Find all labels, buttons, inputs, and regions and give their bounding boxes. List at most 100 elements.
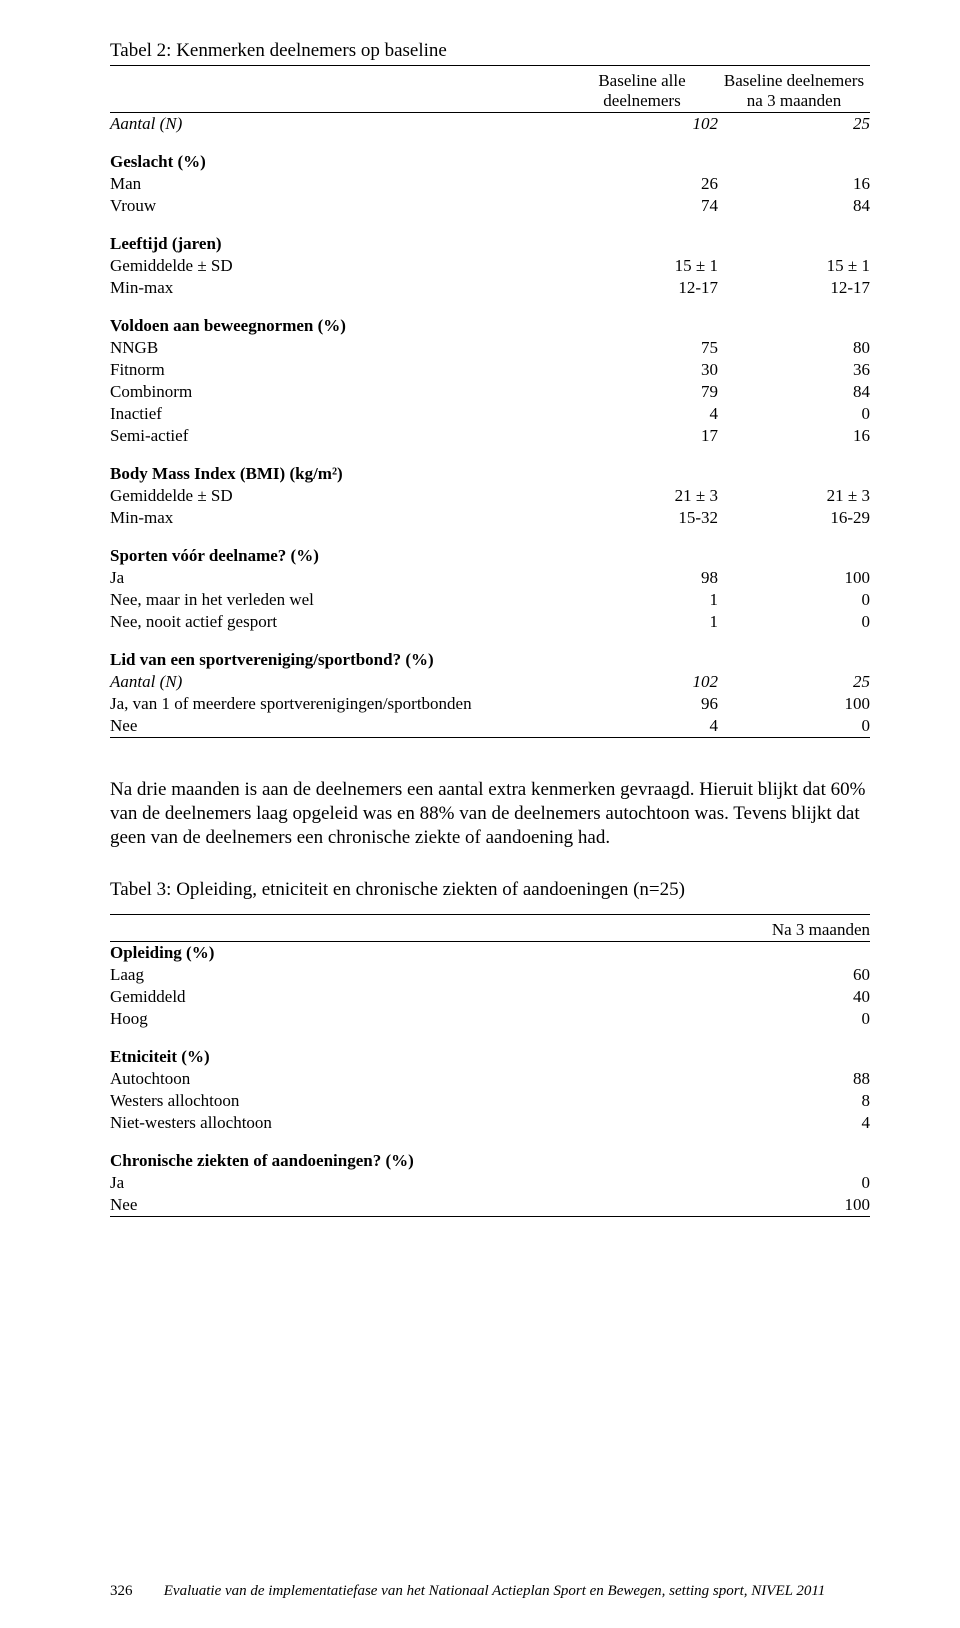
table-row: Nee100	[110, 1194, 870, 1216]
row-label: Laag	[110, 964, 718, 986]
row-value: 100	[718, 1194, 870, 1216]
row-value-1: 75	[566, 337, 718, 359]
row-value-2: 84	[718, 381, 870, 403]
table-row: Niet-westers allochtoon4	[110, 1112, 870, 1134]
table-row: Ja, van 1 of meerdere sportverenigingen/…	[110, 693, 870, 715]
table-row: Nee, maar in het verleden wel10	[110, 589, 870, 611]
row-value-2: 16	[718, 173, 870, 195]
row-label: Gemiddelde ± SD	[110, 255, 566, 277]
row-label: Nee	[110, 715, 566, 737]
row-value-2: 80	[718, 337, 870, 359]
row-value-1: 30	[566, 359, 718, 381]
table2: Baseline alle deelnemers Baseline deelne…	[110, 70, 870, 112]
row-value	[718, 1150, 870, 1172]
row-label: NNGB	[110, 337, 566, 359]
row-label: Inactief	[110, 403, 566, 425]
row-value-2: 12-17	[718, 277, 870, 299]
footer-page-number: 326	[110, 1583, 160, 1600]
row-label: Voldoen aan beweegnormen (%)	[110, 315, 566, 337]
table2-header-col1: Baseline alle deelnemers	[566, 70, 718, 112]
row-label: Man	[110, 173, 566, 195]
row-value-1: 17	[566, 425, 718, 447]
row-value-1: 26	[566, 173, 718, 195]
row-label: Body Mass Index (BMI) (kg/m²)	[110, 463, 566, 485]
table-row: Voldoen aan beweegnormen (%)	[110, 315, 870, 337]
row-value-2: 0	[718, 403, 870, 425]
table-row: Fitnorm3036	[110, 359, 870, 381]
table2-header-empty	[110, 70, 566, 112]
table-row: Nee, nooit actief gesport10	[110, 611, 870, 633]
row-value-1	[566, 545, 718, 567]
row-value-1: 98	[566, 567, 718, 589]
row-label: Ja	[110, 567, 566, 589]
table-row	[110, 633, 870, 649]
row-value-1: 12-17	[566, 277, 718, 299]
row-value-2	[718, 649, 870, 671]
row-value-1: 21 ± 3	[566, 485, 718, 507]
table-row	[110, 135, 870, 151]
row-value-2: 25	[718, 671, 870, 693]
row-label: Ja, van 1 of meerdere sportverenigingen/…	[110, 693, 566, 715]
table2-header-row: Baseline alle deelnemers Baseline deelne…	[110, 70, 870, 112]
table-row	[110, 1134, 870, 1150]
table-row: NNGB7580	[110, 337, 870, 359]
row-label: Fitnorm	[110, 359, 566, 381]
row-value-1: 4	[566, 403, 718, 425]
row-value-2	[718, 545, 870, 567]
table3-bottom-rule	[110, 1216, 870, 1217]
table2-body: Aantal (N)10225Geslacht (%)Man2616Vrouw7…	[110, 113, 870, 737]
table-row: Ja0	[110, 1172, 870, 1194]
table-row	[110, 447, 870, 463]
table2-bottom-rule	[110, 737, 870, 738]
row-value: 88	[718, 1068, 870, 1090]
table-row: Min-max12-1712-17	[110, 277, 870, 299]
table3-header: Na 3 maanden	[110, 919, 870, 941]
row-label: Aantal (N)	[110, 671, 566, 693]
table3-header-empty	[110, 919, 718, 941]
row-value-2: 16-29	[718, 507, 870, 529]
row-value-1	[566, 151, 718, 173]
table-row: Inactief40	[110, 403, 870, 425]
table-row: Aantal (N)10225	[110, 671, 870, 693]
table-row	[110, 529, 870, 545]
row-label: Gemiddeld	[110, 986, 718, 1008]
row-label: Aantal (N)	[110, 113, 566, 135]
row-value: 40	[718, 986, 870, 1008]
table2-header-col2: Baseline deelnemers na 3 maanden	[718, 70, 870, 112]
row-value: 4	[718, 1112, 870, 1134]
body-paragraph: Na drie maanden is aan de deelnemers een…	[110, 778, 870, 849]
row-value-1: 4	[566, 715, 718, 737]
table-row: Westers allochtoon8	[110, 1090, 870, 1112]
table-row: Autochtoon88	[110, 1068, 870, 1090]
row-value-2: 100	[718, 693, 870, 715]
table-row: Sporten vóór deelname? (%)	[110, 545, 870, 567]
row-value-2: 0	[718, 611, 870, 633]
row-value-2: 25	[718, 113, 870, 135]
row-value: 60	[718, 964, 870, 986]
row-value-2	[718, 463, 870, 485]
table-row: Vrouw7484	[110, 195, 870, 217]
row-value-2	[718, 151, 870, 173]
row-value: 0	[718, 1172, 870, 1194]
row-value-2: 0	[718, 589, 870, 611]
table3-body: Opleiding (%)Laag60Gemiddeld40Hoog0Etnic…	[110, 942, 870, 1216]
row-value-1: 1	[566, 589, 718, 611]
row-label: Niet-westers allochtoon	[110, 1112, 718, 1134]
row-value-2: 100	[718, 567, 870, 589]
page: Tabel 2: Kenmerken deelnemers op baselin…	[0, 0, 960, 1628]
row-value-2	[718, 233, 870, 255]
table-row: Chronische ziekten of aandoeningen? (%)	[110, 1150, 870, 1172]
row-value: 8	[718, 1090, 870, 1112]
table-row: Nee40	[110, 715, 870, 737]
row-label: Hoog	[110, 1008, 718, 1030]
row-label: Nee	[110, 1194, 718, 1216]
table-row: Combinorm7984	[110, 381, 870, 403]
table-row	[110, 1030, 870, 1046]
row-label: Gemiddelde ± SD	[110, 485, 566, 507]
table-row: Semi-actief1716	[110, 425, 870, 447]
row-value-1: 102	[566, 671, 718, 693]
table3-caption: Tabel 3: Opleiding, etniciteit en chroni…	[110, 879, 870, 901]
footer-text: Evaluatie van de implementatiefase van h…	[164, 1583, 826, 1599]
row-value-1: 79	[566, 381, 718, 403]
row-value	[718, 942, 870, 964]
